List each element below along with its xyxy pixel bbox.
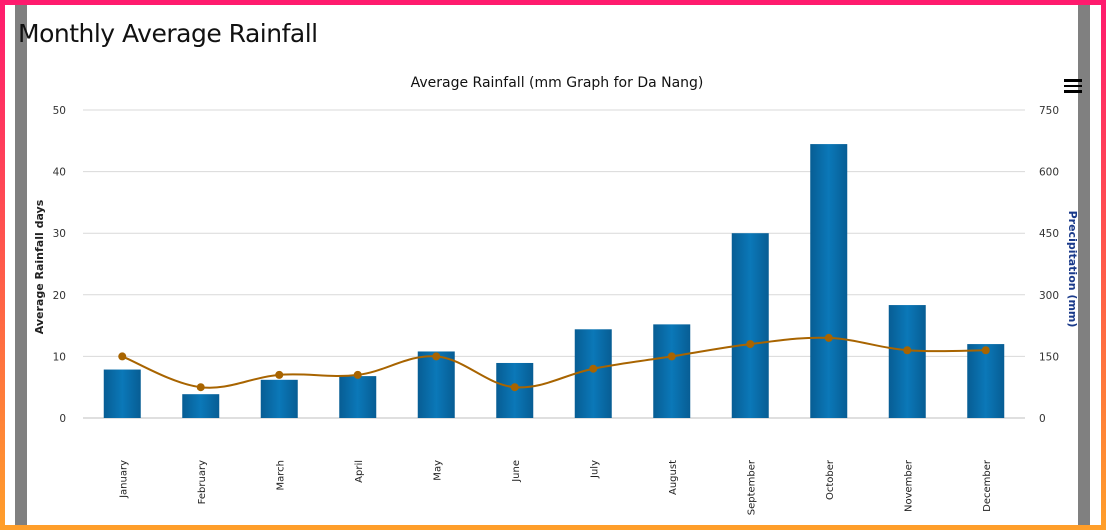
line-point (589, 364, 598, 373)
page-title: Monthly Average Rainfall (18, 19, 318, 48)
bar (888, 305, 926, 418)
right-axis-tick: 0 (1039, 413, 1046, 425)
left-axis-tick: 40 (53, 167, 66, 179)
right-axis-tick: 600 (1039, 167, 1059, 179)
left-axis-tick: 10 (53, 351, 66, 363)
line-point (118, 352, 127, 361)
left-axis-tick: 20 (53, 290, 66, 302)
left-axis-tick: 50 (53, 105, 66, 117)
line-point (824, 333, 833, 342)
category-label: April (354, 460, 365, 483)
line-point (510, 383, 519, 392)
category-label: September (746, 459, 757, 515)
category-label: June (511, 460, 522, 483)
left-scroll-bar (15, 5, 27, 525)
right-axis-tick: 450 (1039, 228, 1059, 240)
right-axis-tick: 300 (1039, 290, 1059, 302)
bar (810, 144, 848, 418)
right-scroll-bar (1078, 5, 1090, 525)
right-axis-tick: 750 (1039, 105, 1059, 117)
line-point (275, 370, 284, 379)
category-label: February (197, 460, 208, 504)
rainfall-chart: Average Rainfall (mm Graph for Da Nang) … (33, 75, 1079, 515)
chart-title: Average Rainfall (mm Graph for Da Nang) (411, 75, 704, 91)
left-axis-tick: 30 (53, 228, 66, 240)
line-point (667, 352, 676, 361)
category-label: May (432, 460, 443, 481)
bar (653, 324, 691, 418)
bar (731, 233, 769, 418)
left-axis-tick: 0 (59, 413, 66, 425)
category-label: August (668, 460, 679, 495)
right-axis-tick: 150 (1039, 351, 1059, 363)
category-label: July (589, 460, 600, 479)
line-point (353, 370, 362, 379)
bar (182, 394, 220, 418)
bar (103, 369, 141, 418)
hamburger-menu-icon[interactable] (1064, 79, 1082, 95)
line-point (432, 352, 441, 361)
bar (417, 351, 455, 418)
category-label: January (118, 460, 129, 499)
category-label: December (982, 459, 993, 512)
line-point (196, 383, 205, 392)
line-point (903, 346, 912, 355)
category-label: October (825, 459, 836, 500)
rainfall-days-line (121, 336, 986, 389)
line-point (746, 340, 755, 349)
left-axis-title: Average Rainfall days (33, 199, 46, 334)
right-axis-title: Precipitation (mm) (1066, 211, 1079, 328)
bar (967, 344, 1005, 418)
chart-frame: Monthly Average Rainfall Average Rainfal… (5, 5, 1101, 525)
category-label: March (275, 460, 286, 490)
bar (260, 379, 298, 418)
bar (339, 376, 377, 418)
line-point (981, 346, 990, 355)
bar (574, 329, 612, 418)
category-label: November (903, 459, 914, 512)
